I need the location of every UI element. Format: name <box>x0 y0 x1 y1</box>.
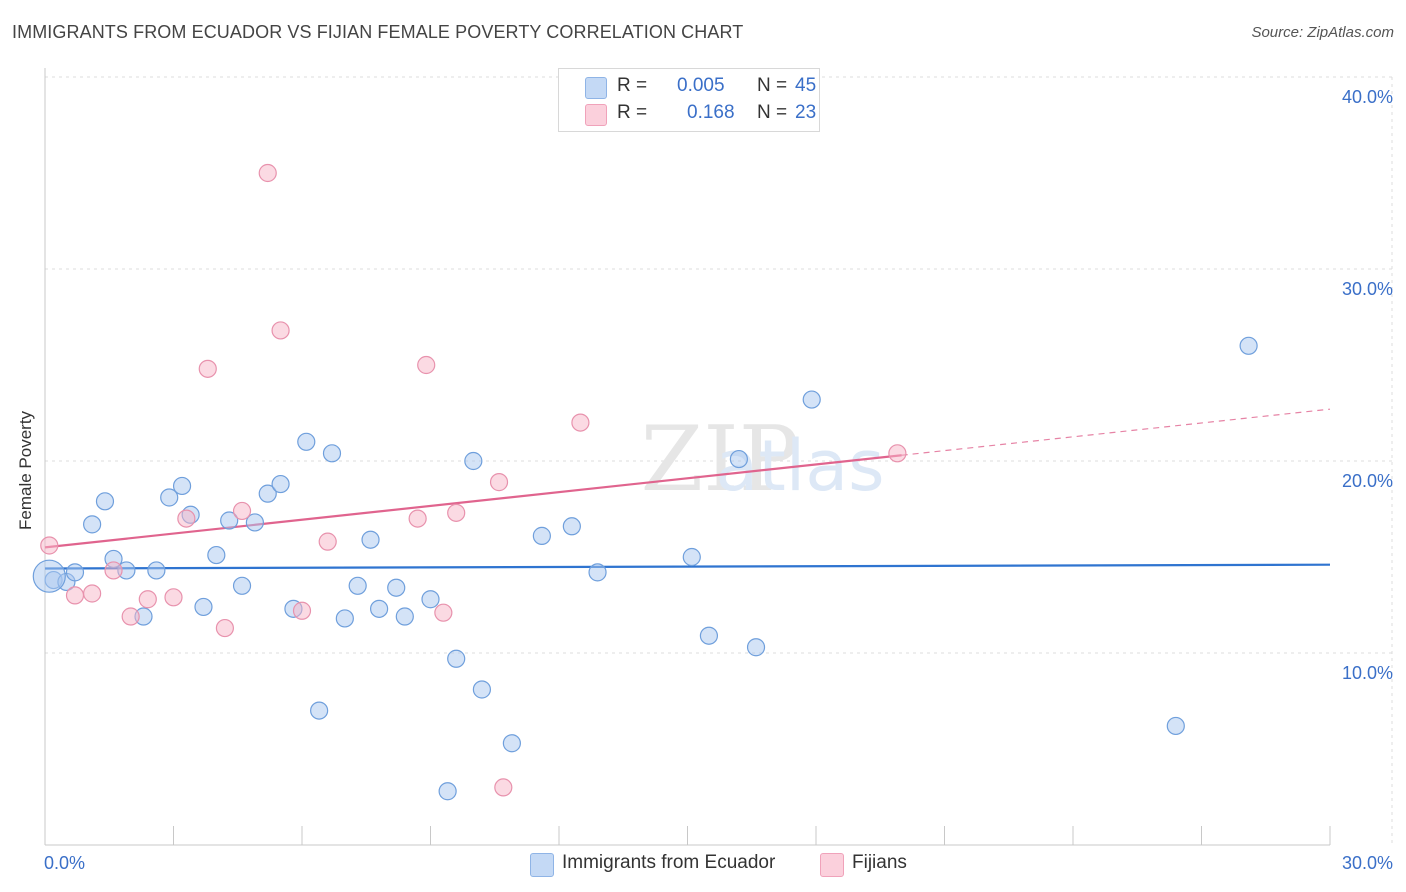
point-ecuador <box>464 451 483 471</box>
point-fijians <box>121 607 140 626</box>
point-ecuador <box>322 444 342 463</box>
trend-line-ecuador <box>44 563 1331 570</box>
point-ecuador-cluster <box>32 559 66 593</box>
legend-label-fijians: Fijians <box>852 852 907 873</box>
legend-n-label: N = <box>757 75 788 96</box>
trend-lines <box>44 408 1331 570</box>
point-fijians <box>138 590 157 609</box>
point-fijians <box>258 163 277 183</box>
stats-legend: R = 0.005 N = 45 R = 0.168 N = 23 <box>558 68 820 132</box>
point-ecuador <box>220 511 239 530</box>
point-ecuador <box>95 492 115 511</box>
point-ecuador <box>310 701 329 720</box>
point-ecuador <box>160 488 179 507</box>
source-label: Source: ZipAtlas.com <box>1251 24 1394 41</box>
point-fijians <box>40 536 59 555</box>
tick-labels: 10.0% 20.0% 30.0% 40.0% 0.0% 30.0% <box>44 87 1393 873</box>
point-fijians <box>434 603 453 622</box>
trend-line-fijians <box>44 454 902 549</box>
point-fijians <box>447 503 466 522</box>
legend-r-value: 0.168 <box>687 102 735 123</box>
point-fijians <box>104 561 123 580</box>
y-tick-label: 40.0% <box>1342 87 1393 107</box>
point-ecuador <box>746 638 766 657</box>
point-fijians <box>232 501 252 521</box>
legend-r-label: R = <box>617 102 648 123</box>
point-ecuador <box>232 576 252 595</box>
point-ecuador <box>245 513 264 532</box>
point-fijians <box>292 601 312 620</box>
point-ecuador <box>83 515 102 534</box>
point-ecuador <box>65 563 85 582</box>
grid-lines <box>45 76 1393 845</box>
point-ecuador <box>172 476 192 496</box>
point-fijians <box>65 586 85 605</box>
legend-swatch-fijians <box>820 853 844 877</box>
legend-n-value: 23 <box>795 102 817 123</box>
point-ecuador <box>421 590 440 609</box>
legend-n-value: 45 <box>795 75 817 96</box>
point-ecuador <box>147 561 166 580</box>
x-tick-label: 0.0% <box>44 853 85 873</box>
point-ecuador <box>438 782 457 801</box>
axes <box>44 68 1331 846</box>
point-ecuador <box>370 599 389 618</box>
point-ecuador <box>682 547 701 567</box>
point-fijians <box>408 509 427 528</box>
point-ecuador <box>395 607 414 626</box>
legend-n-label: N = <box>757 102 788 123</box>
point-ecuador <box>361 530 380 549</box>
point-fijians <box>198 359 217 378</box>
point-fijians <box>215 618 234 638</box>
point-ecuador <box>562 517 581 536</box>
point-fijians <box>164 588 183 607</box>
point-fijians <box>83 584 102 603</box>
point-ecuador <box>532 526 551 545</box>
point-ecuador <box>1239 336 1258 355</box>
legend-swatch-fijians <box>585 104 607 126</box>
point-fijians <box>489 473 509 492</box>
point-ecuador <box>502 734 521 753</box>
chart-title: IMMIGRANTS FROM ECUADOR VS FIJIAN FEMALE… <box>12 22 744 42</box>
point-ecuador <box>207 545 226 565</box>
point-ecuador <box>271 474 290 494</box>
legend-label-ecuador: Immigrants from Ecuador <box>562 852 776 873</box>
point-ecuador <box>447 649 466 668</box>
point-fijians <box>571 413 590 432</box>
point-ecuador <box>729 449 749 469</box>
point-ecuador <box>387 578 406 597</box>
point-ecuador <box>588 563 607 582</box>
point-ecuador <box>1166 716 1185 736</box>
point-fijians <box>318 532 337 551</box>
point-fijians <box>494 778 513 797</box>
y-tick-label: 30.0% <box>1342 279 1393 299</box>
point-ecuador <box>194 597 213 617</box>
watermark: ZIP <box>641 407 800 512</box>
legend-swatch-ecuador <box>530 853 554 877</box>
point-ecuador <box>335 609 354 628</box>
point-fijians <box>177 509 196 528</box>
point-ecuador <box>802 390 821 409</box>
trend-line-fijians-extension <box>901 408 1331 456</box>
legend-r-label: R = <box>617 75 648 96</box>
point-fijians <box>888 444 907 463</box>
data-points <box>32 163 1258 801</box>
point-ecuador <box>348 576 367 595</box>
point-fijians <box>417 355 436 375</box>
point-ecuador <box>472 680 491 699</box>
y-tick-label: 20.0% <box>1342 471 1393 491</box>
y-tick-label: 10.0% <box>1342 663 1393 683</box>
point-ecuador <box>297 432 316 451</box>
legend-r-value: 0.005 <box>677 75 725 96</box>
point-ecuador <box>699 626 719 645</box>
legend-swatch-ecuador <box>585 77 607 99</box>
x-tick-label: 30.0% <box>1342 853 1393 873</box>
point-ecuador <box>258 484 277 503</box>
point-fijians <box>271 321 290 340</box>
